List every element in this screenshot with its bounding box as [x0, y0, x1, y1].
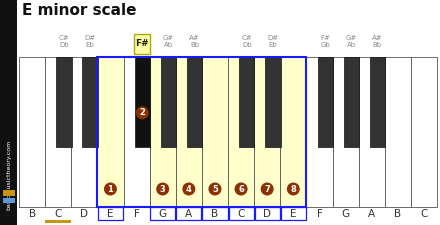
Bar	[344, 57, 359, 147]
Bar	[411, 57, 437, 207]
Bar	[71, 57, 97, 207]
Bar	[255, 207, 280, 220]
Bar	[124, 57, 150, 207]
Text: F: F	[134, 209, 139, 219]
Circle shape	[209, 182, 221, 196]
Text: B: B	[29, 209, 36, 219]
Bar	[150, 57, 176, 207]
Bar	[202, 57, 228, 207]
Bar	[280, 57, 306, 207]
Bar	[333, 57, 359, 207]
Text: basicmusictheory.com: basicmusictheory.com	[6, 140, 11, 210]
Text: E: E	[107, 209, 114, 219]
Bar	[187, 57, 202, 147]
Text: E: E	[290, 209, 297, 219]
Bar	[161, 57, 176, 147]
Text: A: A	[368, 209, 375, 219]
Text: B: B	[211, 209, 219, 219]
Bar	[135, 57, 150, 147]
Bar	[176, 207, 202, 220]
Bar	[19, 57, 45, 207]
Bar	[98, 207, 123, 220]
Bar	[281, 207, 306, 220]
Text: D: D	[263, 209, 271, 219]
Bar	[202, 207, 227, 220]
Text: C#
Db: C# Db	[59, 35, 69, 48]
Circle shape	[182, 182, 195, 196]
Text: D#
Eb: D# Eb	[268, 35, 279, 48]
Circle shape	[104, 182, 117, 196]
Text: 2: 2	[139, 108, 145, 117]
Bar	[228, 57, 254, 207]
Bar	[176, 57, 202, 207]
Bar	[254, 57, 280, 207]
Text: A: A	[185, 209, 192, 219]
Text: A#
Bb: A# Bb	[372, 35, 383, 48]
Bar	[3, 190, 15, 196]
Circle shape	[156, 182, 169, 196]
Text: C#
Db: C# Db	[242, 35, 252, 48]
Text: G#
Ab: G# Ab	[346, 35, 357, 48]
Bar	[97, 57, 306, 207]
Bar	[82, 57, 98, 147]
Text: D#
Eb: D# Eb	[84, 35, 95, 48]
Text: 8: 8	[290, 184, 296, 194]
Bar	[45, 57, 71, 207]
Text: C: C	[237, 209, 245, 219]
Text: F: F	[316, 209, 323, 219]
Bar	[265, 57, 281, 147]
Text: 7: 7	[264, 184, 270, 194]
Text: G#
Ab: G# Ab	[163, 35, 174, 48]
Text: G: G	[159, 209, 167, 219]
Bar	[150, 207, 175, 220]
Text: D: D	[81, 209, 88, 219]
Bar	[97, 57, 124, 207]
Text: C: C	[55, 209, 62, 219]
Text: E minor scale: E minor scale	[22, 3, 136, 18]
Text: 5: 5	[212, 184, 218, 194]
Bar	[45, 220, 71, 223]
Text: B: B	[394, 209, 401, 219]
Text: 3: 3	[160, 184, 165, 194]
Circle shape	[136, 106, 149, 119]
Bar	[0, 0, 17, 225]
Text: A#
Bb: A# Bb	[189, 35, 200, 48]
Bar	[239, 57, 254, 147]
Bar	[318, 57, 333, 147]
Text: 1: 1	[107, 184, 114, 194]
Bar	[3, 198, 15, 203]
Bar	[306, 57, 333, 207]
Text: G: G	[341, 209, 350, 219]
Text: 6: 6	[238, 184, 244, 194]
Text: F#
Gb: F# Gb	[320, 35, 330, 48]
Circle shape	[260, 182, 274, 196]
Text: 4: 4	[186, 184, 192, 194]
Text: C: C	[420, 209, 428, 219]
Bar	[228, 207, 253, 220]
Bar	[385, 57, 411, 207]
Bar	[359, 57, 385, 207]
Circle shape	[235, 182, 248, 196]
Bar	[370, 57, 385, 147]
Circle shape	[287, 182, 300, 196]
Bar	[56, 57, 72, 147]
Text: F#: F#	[136, 40, 149, 49]
Bar	[134, 34, 150, 54]
